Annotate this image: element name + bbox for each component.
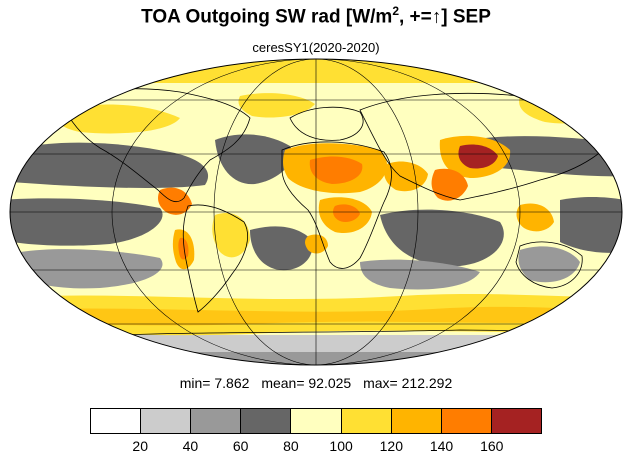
colorbar-ticks: 20 40 60 80 100 120 140 160 [90,438,542,458]
colorbar-swatch [491,409,541,433]
stat-min: min= 7.862 [179,375,250,391]
field-sahara-core [309,156,363,184]
field-australia-region [518,246,580,283]
stat-max: max= 212.292 [363,375,453,391]
globe-outline [9,58,623,366]
stat-mean: mean= 92.025 [261,375,352,391]
meridian-120 [111,59,521,365]
colorbar-swatch [191,409,242,433]
outline-south-america [182,204,248,313]
field-north-atlantic-dark [215,134,293,185]
colorbar-swatch [91,409,142,433]
colorbar-swatch [141,409,192,433]
colorbar-tick-label: 40 [182,438,199,454]
field-south-atlantic-dark [250,226,313,271]
field-south-america-yellow [212,212,250,258]
colorbar-swatch [241,409,292,433]
outline-australia [515,241,583,289]
colorbar-tick-label: 120 [379,438,403,454]
field-indian-ocean-dark [380,209,504,267]
colorbar-swatch [441,409,492,433]
field-indian-ocean-south [360,259,480,290]
field-south-atlantic-spot [305,234,328,254]
colorbar-tick-label: 80 [283,438,299,454]
colorbar-tick-label: 160 [480,438,504,454]
field-arabia [384,161,428,192]
field-west-pacific-dark [560,196,622,253]
field-north-pacific-dark2 [469,136,622,177]
outline-europe [289,106,364,141]
field-central-africa-core [333,204,360,222]
chart-subtitle: ceresSY1(2020-2020) [252,40,380,55]
chart-title: TOA Outgoing SW rad [W/m2, +=↑] SEP [141,4,491,28]
colorbar-tick-label: 20 [132,438,148,454]
field-tibet-core [458,144,498,169]
field-n-pacific-yellow [56,104,180,134]
outline-north-america [59,88,251,203]
field-andes-core [178,237,189,260]
colorbar-swatch [341,409,392,433]
meridian-60 [213,59,419,365]
field-equatorial-pacific-dark [10,198,163,246]
colorbar-tick-label: 60 [232,438,249,454]
stats-line: min= 7.862 mean= 92.025 max= 212.292 [0,375,632,391]
colorbar-tick-label: 140 [429,438,454,454]
colorbar-swatch [291,409,342,433]
field-india [431,168,468,201]
world-map [9,58,623,366]
colorbar [90,408,542,434]
outline-asia [359,92,621,201]
field-south-pacific-dark [20,249,163,289]
field-n-atlantic-yellow [238,93,315,118]
colorbar-swatch [391,409,442,433]
field-indonesia [516,203,554,232]
colorbar-tick-label: 100 [329,438,353,454]
outline-africa [281,141,392,269]
